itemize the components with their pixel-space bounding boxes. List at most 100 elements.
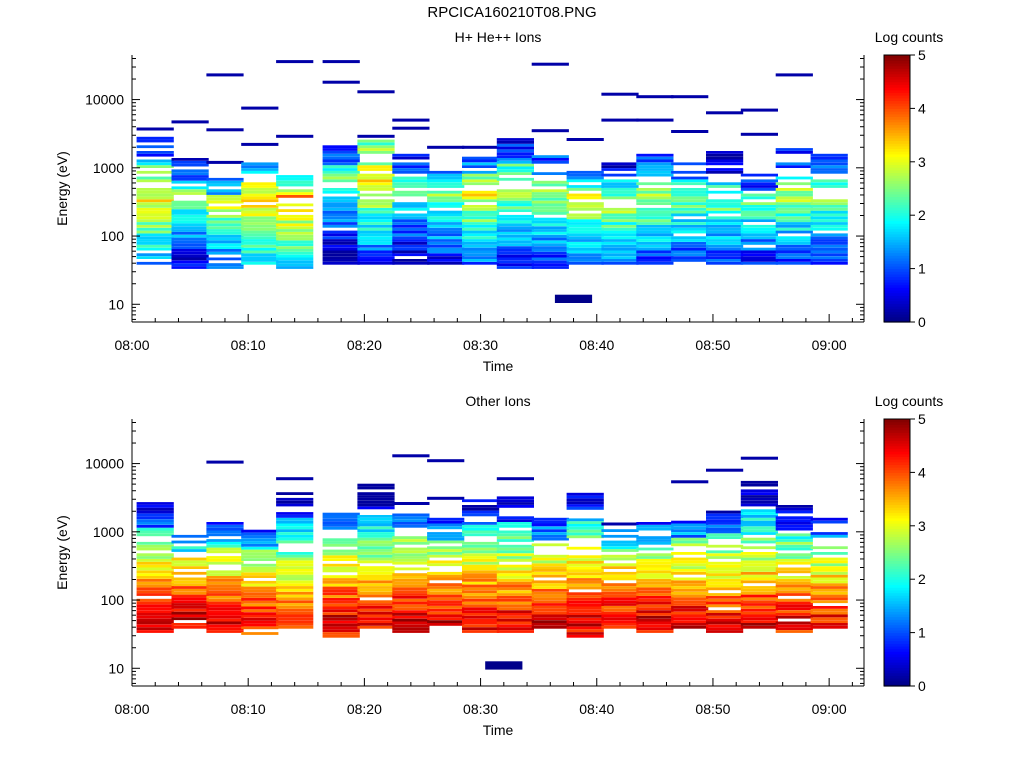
heatmap-cell [496,505,534,508]
colorbar-segment [884,151,910,155]
heatmap-cell [706,576,744,579]
heatmap-cell [136,151,174,154]
colorbar-segment [884,231,910,235]
heatmap-cell [427,623,465,626]
heatmap-cell [601,207,639,211]
heatmap-cell [462,247,500,251]
heatmap-cell [322,199,360,203]
colorbar-segment [884,656,910,660]
heatmap-cell [531,574,569,578]
sparse-count-line [671,95,709,99]
heatmap-cell [241,606,279,610]
colorbar-segment [884,544,910,548]
heatmap-cell [740,210,778,214]
sparse-count-line [206,73,244,77]
heatmap-cell [322,566,360,570]
heatmap-cell [241,615,279,618]
heatmap-cell [601,165,639,168]
heatmap-cell [322,586,360,590]
heatmap-cell [496,234,534,238]
x-axis-label: Time [483,722,514,738]
sparse-count-line [276,60,314,64]
heatmap-cell [276,497,314,501]
colorbar-segment [884,469,910,473]
heatmap-cell [775,624,813,628]
heatmap-cell [636,182,674,186]
heatmap-cell [322,521,360,524]
heatmap-cell [136,598,174,602]
heatmap-cell [566,205,604,208]
heatmap-cell [496,223,534,227]
heatmap-cell [740,497,778,501]
heatmap-cell [357,250,395,254]
heatmap-cell [810,623,848,626]
heatmap-cell [566,495,604,499]
heatmap-cell [636,618,674,622]
heatmap-cell [276,175,314,178]
colorbar-segment [884,103,910,107]
colorbar-segment [884,223,910,227]
heatmap-cell [136,541,174,545]
heatmap-cell [531,237,569,241]
colorbar-segment [884,571,910,575]
heatmap-cell [531,569,569,572]
heatmap-cell [810,213,848,217]
heatmap-cell [276,180,314,184]
heatmap-cell [462,499,500,503]
heatmap-cell [322,230,360,234]
heatmap-cell [427,603,465,606]
colorbar-segment [884,624,910,628]
heatmap-cell [322,580,360,584]
heatmap-cell [392,556,430,559]
heatmap-cell [775,250,813,254]
heatmap-cell [740,517,778,521]
heatmap-cell [357,145,395,149]
heatmap-cell [671,526,709,530]
colorbar-segment [884,108,910,112]
heatmap-cell [392,213,430,217]
heatmap-cell [392,179,430,183]
heatmap-cell [531,586,569,589]
heatmap-cell [357,151,395,154]
heatmap-cell [740,230,778,234]
heatmap-cell [601,173,639,177]
heatmap-cell [276,500,314,504]
heatmap-cell [706,578,744,582]
heatmap-cell [322,170,360,174]
heatmap-cell [136,261,174,265]
heatmap-cell [206,214,244,218]
heatmap-cell [357,620,395,623]
heatmap-cell [241,575,279,578]
heatmap-cell [322,148,360,151]
heatmap-cell [206,527,244,531]
heatmap-cell [462,595,500,599]
heatmap-cell [206,240,244,244]
heatmap-cell [496,595,534,599]
colorbar-segment [884,488,910,492]
heatmap-cell [136,145,174,149]
heatmap-cell [775,533,813,537]
heatmap-cell [276,246,314,249]
heatmap-cell [671,611,709,615]
heatmap-cell [427,520,465,524]
heatmap-cell [241,222,279,225]
heatmap-cell [566,507,604,510]
heatmap-cell [531,517,569,521]
heatmap-cell [136,196,174,200]
heatmap-cell [810,242,848,245]
heatmap-cell [810,600,848,604]
heatmap-cell [740,233,778,237]
heatmap-cell [775,621,813,625]
heatmap-cell [241,213,279,217]
heatmap-cell [136,570,174,574]
heatmap-cell [775,188,813,191]
heatmap-cell [706,259,744,262]
heatmap-cell [171,214,209,218]
heatmap-cell [357,162,395,166]
heatmap-cell [601,586,639,589]
heatmap-cell [810,594,848,598]
heatmap-cell [566,575,604,578]
heatmap-cell [810,625,848,629]
heatmap-cell [136,590,174,594]
heatmap-cell [427,611,465,615]
